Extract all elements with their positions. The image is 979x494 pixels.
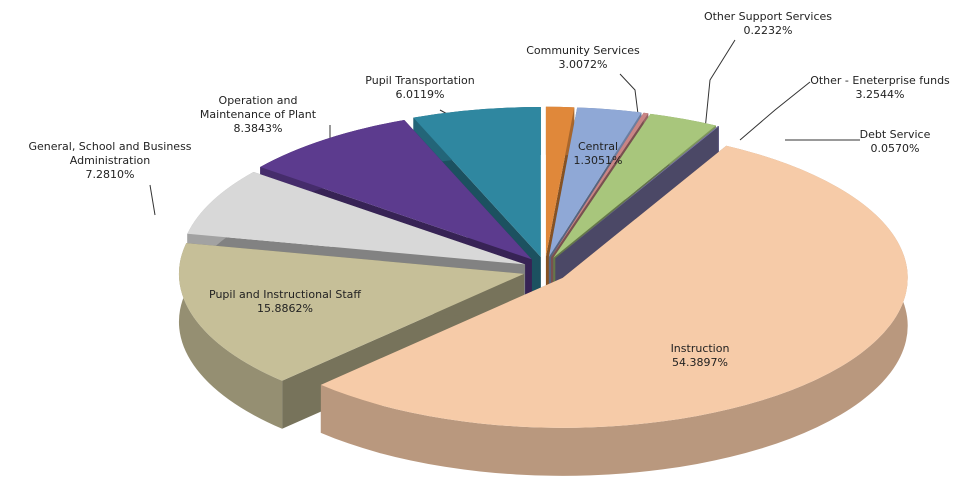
pie-slice [260, 120, 532, 260]
leader-line [704, 39, 736, 131]
value-label: 3.0072% [558, 58, 608, 71]
leader-line [149, 184, 156, 216]
category-label: Other - Eneterprise funds [810, 74, 950, 87]
value-label: 15.8862% [257, 302, 313, 315]
category-label: Central [577, 140, 619, 153]
slice [320, 145, 908, 476]
data-label: Other - Eneterprise funds 3.2544% [795, 74, 965, 102]
data-label: Community Services 3.0072% [513, 44, 653, 72]
value-label: 0.2232% [743, 24, 793, 37]
value-label: 1.3051% [573, 154, 623, 167]
pie-slice [320, 145, 908, 428]
value-label: 7.2810% [85, 168, 135, 181]
value-label: 3.2544% [855, 88, 905, 101]
category-label: Pupil and Instructional Staff [209, 288, 361, 301]
category-label: Operation and Maintenance of Plant [199, 94, 317, 121]
pie-slice [413, 107, 541, 258]
category-label: Pupil Transportation [365, 74, 475, 87]
category-label: Instruction [670, 342, 730, 355]
category-label: Other Support Services [703, 10, 833, 23]
data-label: Central 1.3051% [553, 140, 643, 168]
leader-lines [149, 39, 860, 216]
data-label: General, School and Business Administrat… [5, 140, 215, 182]
pie-slice [187, 171, 526, 265]
pie-slice [548, 107, 642, 258]
data-label: Pupil Transportation 6.0119% [345, 74, 495, 102]
value-label: 6.0119% [395, 88, 445, 101]
value-label: 54.3897% [672, 356, 728, 369]
value-label: 0.0570% [870, 142, 920, 155]
leader-line [739, 81, 811, 141]
value-label: 8.3843% [233, 122, 283, 135]
category-label: Debt Service [859, 128, 931, 141]
pie-slice [545, 106, 575, 257]
data-label: Pupil and Instructional Staff 15.8862% [185, 288, 385, 316]
data-label: Other Support Services 0.2232% [688, 10, 848, 38]
slice-wall [178, 243, 283, 429]
pie-slice [555, 126, 719, 259]
data-label: Debt Service 0.0570% [840, 128, 950, 156]
pie-slice [551, 112, 649, 258]
data-label: Instruction 54.3897% [640, 342, 760, 370]
category-label: General, School and Business Administrat… [28, 140, 192, 167]
data-label: Operation and Maintenance of Plant 8.3843… [183, 94, 333, 136]
slice-wall [320, 145, 908, 476]
pie-slice [553, 113, 716, 258]
pie-slice [178, 243, 524, 381]
category-label: Community Services [526, 44, 640, 57]
